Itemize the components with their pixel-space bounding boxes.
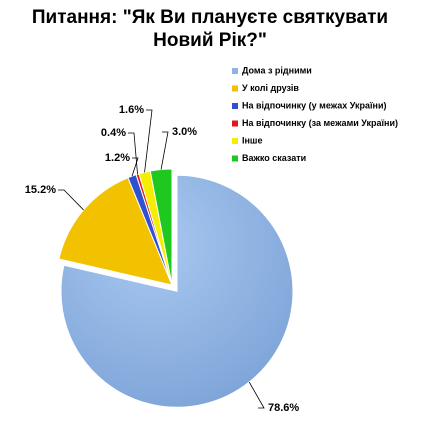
data-label: 1.6%: [119, 104, 144, 116]
legend-swatch: [232, 68, 238, 74]
legend-label: На відпочинку (за межами України): [242, 118, 398, 128]
leader-line: [128, 132, 138, 175]
legend-swatch: [232, 138, 238, 144]
legend-swatch: [232, 155, 238, 162]
data-label: 15.2%: [25, 184, 56, 196]
leader-line: [160, 131, 169, 170]
data-label: 3.0%: [172, 126, 197, 138]
pie-slice: [60, 174, 294, 408]
leader-line: [58, 189, 84, 211]
legend-swatch: [232, 103, 238, 109]
leader-line: [248, 381, 265, 409]
data-label: 78.6%: [268, 402, 299, 414]
legend-label: У колі друзів: [242, 83, 299, 93]
legend-label: Важко сказати: [242, 153, 306, 163]
data-label: 1.2%: [105, 152, 130, 164]
legend-label: На відпочинку (у межах України): [242, 100, 386, 110]
legend-swatch: [232, 120, 238, 127]
pie-slice: [149, 168, 173, 286]
pie-slice: [58, 177, 173, 286]
legend-label: Інше: [242, 135, 262, 145]
legend-swatch: [232, 85, 238, 92]
data-label: 0.4%: [101, 127, 126, 139]
legend-label: Дома з рідними: [242, 65, 312, 75]
leader-line: [144, 109, 153, 173]
leader-line: [131, 157, 139, 177]
chart-title: Питання: "Як Ви плануєте святкувати Нови…: [31, 7, 389, 51]
